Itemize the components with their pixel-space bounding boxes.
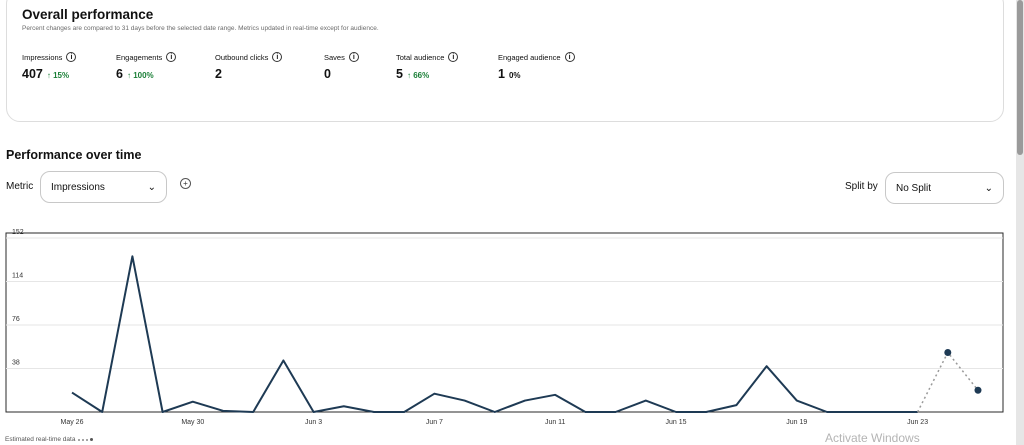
up-arrow-icon: ↑ <box>126 71 131 80</box>
split-by-label: Split by <box>845 181 878 192</box>
y-tick-label: 114 <box>12 273 23 280</box>
metric-value: 0 <box>324 67 331 81</box>
up-arrow-icon: ↑ <box>406 71 411 80</box>
metric-value: 6 <box>116 67 123 81</box>
info-icon[interactable]: i <box>564 52 575 62</box>
dotted-line-icon <box>78 438 94 441</box>
metric-outbound-clicks[interactable]: Outbound clicks i 2 <box>215 52 283 81</box>
metric-value: 1 <box>498 67 505 81</box>
metric-value: 407 <box>22 67 43 81</box>
plot-area-border <box>5 232 1004 413</box>
info-icon[interactable]: i <box>448 52 459 62</box>
x-tick-label: Jun 23 <box>907 419 928 426</box>
split-by-select[interactable]: No Split ⌄ <box>885 172 1004 204</box>
metric-engagements[interactable]: Engagements i 6 ↑ 100% <box>116 52 177 81</box>
x-tick-label: Jun 11 <box>545 419 566 426</box>
page-scrollbar[interactable] <box>1016 0 1024 445</box>
overall-performance-subtitle: Percent changes are compared to 31 days … <box>22 25 379 32</box>
metric-select[interactable]: Impressions ⌄ <box>40 171 167 203</box>
metric-impressions[interactable]: Impressions i 407 ↑ 15% <box>22 52 77 81</box>
y-tick-label: 38 <box>12 360 20 367</box>
metric-change: 0% <box>508 71 521 80</box>
legend-text: Estimated real-time data <box>5 436 76 443</box>
x-tick-label: Jun 7 <box>426 419 443 426</box>
info-icon[interactable]: i <box>66 52 77 62</box>
impressions-series-line <box>71 255 918 413</box>
activate-windows-watermark: Activate Windows <box>825 431 920 445</box>
x-tick-label: Jun 15 <box>665 419 686 426</box>
x-tick-label: May 30 <box>181 419 204 426</box>
metric-change: ↑ 15% <box>46 71 70 80</box>
overall-performance-card: Overall performance Percent changes are … <box>6 0 1004 122</box>
metric-change: ↑ 100% <box>126 71 154 80</box>
estimated-series-line <box>916 351 979 413</box>
info-icon[interactable]: i <box>166 52 177 62</box>
metric-select-label: Metric <box>6 181 34 192</box>
metric-change: ↑ 66% <box>406 71 430 80</box>
metric-label: Engagements <box>116 52 163 62</box>
info-icon[interactable]: i <box>272 52 283 62</box>
x-tick-label: Jun 19 <box>786 419 807 426</box>
y-tick-label: 76 <box>12 316 20 323</box>
estimated-data-point <box>944 348 952 356</box>
metric-label: Saves <box>324 52 345 62</box>
chevron-down-icon: ⌄ <box>147 181 156 193</box>
metric-engaged-audience[interactable]: Engaged audience i 1 0% <box>498 52 575 81</box>
metric-label: Engaged audience <box>498 52 561 62</box>
metric-value: 5 <box>396 67 403 81</box>
metric-label: Outbound clicks <box>215 52 269 62</box>
performance-chart: 38 76 114 152 May 26 May 30 Jun 3 Jun 7 Jun 11 Ju… <box>0 228 1012 445</box>
add-metric-icon[interactable]: + <box>180 178 191 189</box>
up-arrow-icon: ↑ <box>46 71 51 80</box>
metric-value: 2 <box>215 67 222 81</box>
metric-label: Total audience <box>396 52 445 62</box>
info-icon[interactable]: i <box>348 52 359 62</box>
x-tick-label: May 26 <box>61 419 84 426</box>
x-tick-label: Jun 3 <box>305 419 322 426</box>
overall-performance-title: Overall performance <box>22 7 154 22</box>
line-chart: 38 76 114 152 May 26 May 30 Jun 3 Jun 7 Jun 11 Ju… <box>5 229 1004 426</box>
estimated-data-legend: Estimated real-time data <box>5 436 94 443</box>
scrollbar-thumb[interactable] <box>1017 0 1023 155</box>
metric-saves[interactable]: Saves i 0 <box>324 52 359 81</box>
performance-over-time-title: Performance over time <box>6 148 142 162</box>
chevron-down-icon: ⌄ <box>984 182 993 194</box>
metric-select-value: Impressions <box>51 181 105 193</box>
metric-total-audience[interactable]: Total audience i 5 ↑ 66% <box>396 52 459 81</box>
y-tick-label: 152 <box>12 229 24 236</box>
estimated-data-point <box>974 386 982 394</box>
split-by-value: No Split <box>896 182 932 194</box>
metric-label: Impressions <box>22 52 63 62</box>
